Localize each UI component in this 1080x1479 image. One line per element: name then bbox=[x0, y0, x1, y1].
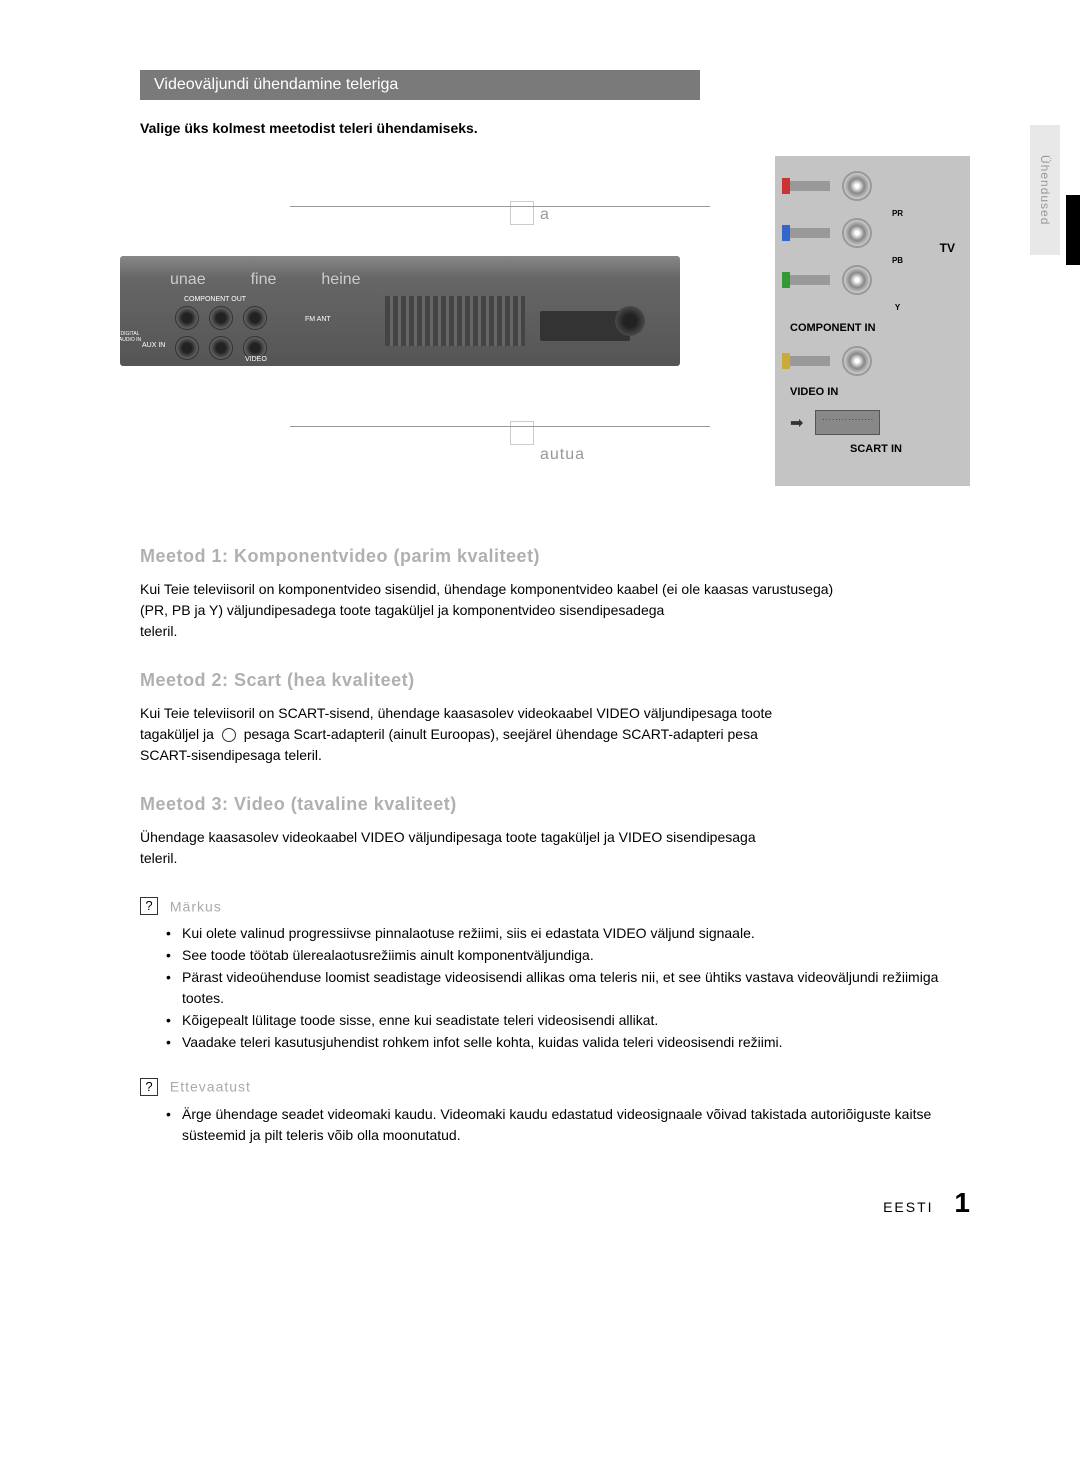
m1-line3: teleril. bbox=[140, 623, 177, 639]
method-label-3: autua bbox=[540, 446, 585, 464]
fm-ant-label: FM ANT bbox=[305, 316, 331, 323]
method2-body: Kui Teie televiisoril on SCART-sisend, ü… bbox=[140, 703, 970, 766]
port-y bbox=[243, 306, 267, 330]
m3-line2: teleril. bbox=[140, 850, 177, 866]
jack-pb bbox=[842, 218, 872, 248]
dev-label-2: fine bbox=[251, 271, 277, 289]
note1-item3: Kõigepealt lülitage toode sisse, enne ku… bbox=[170, 1010, 970, 1032]
dev-label-1: unae bbox=[170, 271, 206, 289]
scart-jack bbox=[815, 410, 880, 435]
section-header: Videoväljundi ühendamine teleriga bbox=[140, 70, 700, 100]
component-out-label: COMPONENT OUT bbox=[180, 296, 250, 303]
jack-row-pr bbox=[790, 171, 955, 201]
note-label-1: Märkus bbox=[170, 898, 222, 914]
m2-line3: SCART-sisendipesaga teleril. bbox=[140, 747, 322, 763]
notes-list-1: Kui olete valinud progressiivse pinnalao… bbox=[140, 923, 970, 1053]
port-pr bbox=[175, 306, 199, 330]
method-marker-1 bbox=[510, 201, 534, 225]
notes-block-1: ? Märkus Kui olete valinud progressiivse… bbox=[140, 897, 970, 1053]
dev-label-3: heine bbox=[321, 271, 360, 289]
arrow-icon: ➡ bbox=[790, 413, 803, 433]
jack-row-scart: ➡ bbox=[790, 410, 955, 435]
vent-grille bbox=[385, 296, 525, 346]
m2-line2a: tagaküljel ja bbox=[140, 726, 214, 742]
jack-row-video bbox=[790, 346, 955, 376]
note1-item0: Kui olete valinud progressiivse pinnalao… bbox=[170, 923, 970, 945]
connection-diagram: a aa autua unae fine heine COMPONENT OUT… bbox=[140, 156, 970, 516]
device-rear: unae fine heine COMPONENT OUT FM ANT AUX… bbox=[120, 256, 680, 366]
component-in-label: COMPONENT IN bbox=[790, 322, 955, 334]
method2-title: Meetod 2: Scart (hea kvaliteet) bbox=[140, 670, 970, 691]
method3-body: Ühendage kaasasolev videokaabel VIDEO vä… bbox=[140, 827, 970, 869]
plug-blue bbox=[790, 228, 830, 238]
side-tab: Ühendused bbox=[1030, 125, 1060, 255]
circle-marker-icon bbox=[222, 728, 236, 742]
notes-list-2: Ärge ühendage seadet videomaki kaudu. Vi… bbox=[140, 1104, 970, 1147]
page-footer: EESTI 1 bbox=[140, 1187, 970, 1219]
note1-item1: See toode töötab ülerealaotusrežiimis ai… bbox=[170, 945, 970, 967]
method-label-1: a bbox=[540, 206, 550, 224]
intro-text: Valige üks kolmest meetodist teleri ühen… bbox=[140, 120, 970, 136]
note1-item4: Vaadake teleri kasutusjuhendist rohkem i… bbox=[170, 1032, 970, 1054]
m3-line1: Ühendage kaasasolev videokaabel VIDEO vä… bbox=[140, 829, 756, 845]
method3-title: Meetod 3: Video (tavaline kvaliteet) bbox=[140, 794, 970, 815]
port-aux-l bbox=[209, 336, 233, 360]
notes-block-2: ? Ettevaatust Ärge ühendage seadet video… bbox=[140, 1077, 970, 1147]
caution-icon: ? bbox=[140, 1078, 158, 1096]
m2-line2b: pesaga Scart-adapteril (ainult Euroopas)… bbox=[244, 726, 758, 742]
caption-y: Y bbox=[840, 303, 955, 312]
page-container: Ühendused Videoväljundi ühendamine teler… bbox=[0, 0, 1080, 1259]
antenna-port bbox=[615, 306, 645, 336]
tv-panel: TV PR PB Y COMPONENT IN VIDEO IN bbox=[775, 156, 970, 486]
jack-row-y bbox=[790, 265, 955, 295]
footer-lang: EESTI bbox=[883, 1199, 933, 1215]
edge-mark bbox=[1066, 195, 1080, 265]
note2-item0: Ärge ühendage seadet videomaki kaudu. Vi… bbox=[170, 1104, 970, 1147]
caption-pb: PB bbox=[840, 256, 955, 265]
cable-1 bbox=[290, 206, 710, 207]
m2-line1: Kui Teie televiisoril on SCART-sisend, ü… bbox=[140, 705, 772, 721]
note1-item2: Pärast videoühenduse loomist seadistage … bbox=[170, 967, 970, 1010]
scart-in-label: SCART IN bbox=[850, 443, 955, 455]
method1-body: Kui Teie televiisoril on komponentvideo … bbox=[140, 579, 970, 642]
plug-green bbox=[790, 275, 830, 285]
note-label-2: Ettevaatust bbox=[170, 1079, 251, 1095]
note-icon: ? bbox=[140, 897, 158, 915]
device-top-labels: unae fine heine bbox=[170, 271, 361, 289]
m1-line1: Kui Teie televiisoril on komponentvideo … bbox=[140, 581, 833, 597]
plug-red bbox=[790, 181, 830, 191]
jack-pr bbox=[842, 171, 872, 201]
digital-label: DIGITAL AUDIO IN bbox=[115, 331, 145, 343]
jack-row-pb bbox=[790, 218, 955, 248]
m1-line2: (PR, PB ja Y) väljundipesadega toote tag… bbox=[140, 602, 664, 618]
video-in-label: VIDEO IN bbox=[790, 386, 955, 398]
method1-title: Meetod 1: Komponentvideo (parim kvalitee… bbox=[140, 546, 970, 567]
cable-3 bbox=[290, 426, 710, 427]
jack-video bbox=[842, 346, 872, 376]
tv-label: TV bbox=[940, 241, 955, 255]
video-label: VIDEO bbox=[245, 356, 267, 363]
port-pb bbox=[209, 306, 233, 330]
method-marker-3 bbox=[510, 421, 534, 445]
plug-yellow bbox=[790, 356, 830, 366]
aux-in-label: AUX IN bbox=[142, 342, 165, 349]
caption-pr: PR bbox=[840, 209, 955, 218]
jack-y bbox=[842, 265, 872, 295]
page-number: 1 bbox=[954, 1187, 970, 1218]
port-aux-r bbox=[175, 336, 199, 360]
